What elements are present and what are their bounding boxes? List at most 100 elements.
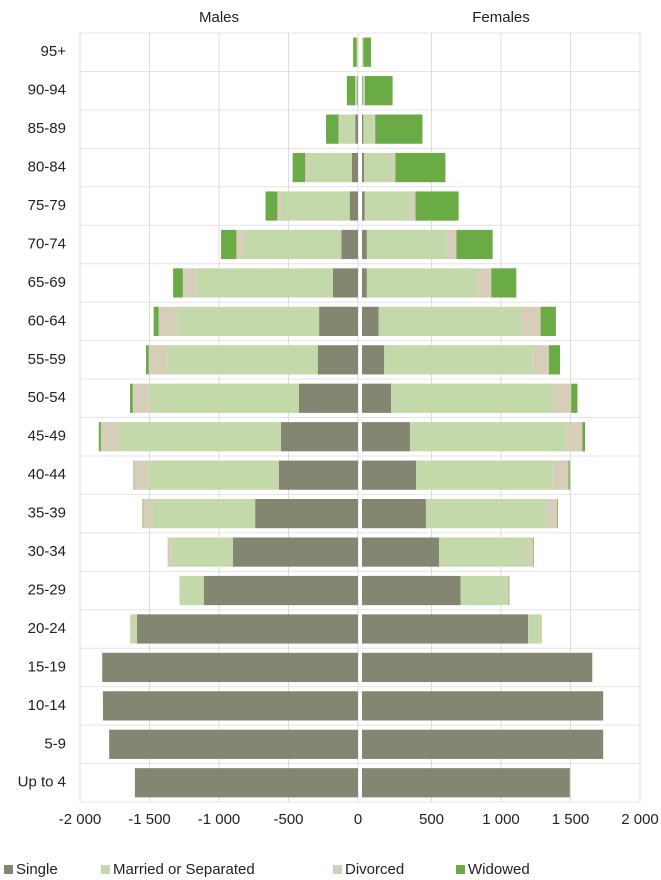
y-tick-label: 10-14 — [28, 697, 66, 714]
x-tick-label: 2 000 — [621, 811, 659, 828]
bar-segment — [338, 114, 340, 144]
bar-segment — [292, 152, 306, 183]
bar-segment — [133, 460, 135, 490]
bar-segment — [152, 499, 256, 529]
bar-segment — [158, 306, 178, 336]
bar-segment — [384, 345, 533, 375]
legend-swatch — [333, 865, 342, 874]
bar-segment — [167, 537, 172, 567]
bar-segment — [362, 76, 363, 106]
bar-segment — [552, 460, 569, 490]
y-tick-label: 45-49 — [28, 428, 66, 445]
bar-segment — [409, 422, 566, 452]
y-tick-label: 60-64 — [28, 312, 66, 329]
bar-segment — [355, 76, 356, 106]
bar-segment — [167, 345, 318, 375]
bar-segment — [392, 152, 396, 183]
bar-segment — [532, 537, 534, 567]
bar-segment — [362, 691, 604, 721]
bar-segment — [182, 268, 197, 298]
legend-label: Widowed — [468, 861, 530, 878]
bar-segment — [565, 422, 583, 452]
bar-segment — [362, 614, 529, 644]
bar-segment — [362, 575, 461, 606]
bar-segment — [356, 37, 358, 67]
bar-segment — [364, 76, 365, 106]
bar-segment — [582, 422, 586, 452]
bar-segment — [541, 614, 543, 644]
bar-segment — [364, 152, 393, 183]
bar-segment — [362, 152, 365, 183]
bar-segment — [528, 614, 542, 644]
bar-segment — [143, 499, 153, 529]
bar-segment — [362, 422, 410, 452]
bar-segment — [280, 422, 358, 452]
bar-segment — [346, 76, 356, 106]
y-tick-label: 15-19 — [28, 658, 66, 675]
bar-segment — [98, 422, 101, 452]
bar-segment — [363, 114, 374, 144]
bar-segment — [136, 614, 358, 644]
x-tick-label: -2 000 — [59, 811, 102, 828]
bar-segment — [319, 306, 358, 336]
bar-segment — [475, 268, 492, 298]
bar-segment — [373, 114, 376, 144]
bar-segment — [364, 76, 393, 106]
bar-segment — [362, 729, 604, 759]
bar-segment — [221, 229, 237, 260]
bar-segment — [416, 460, 553, 490]
bar-segment — [134, 460, 149, 490]
panel-title: Males — [199, 9, 239, 26]
bar-segment — [236, 229, 245, 260]
bar-segment — [203, 575, 358, 606]
x-tick-label: -1 500 — [128, 811, 171, 828]
bar-segment — [130, 383, 133, 413]
bar-segment — [332, 268, 358, 298]
bar-segment — [362, 460, 417, 490]
bar-segment — [326, 114, 339, 144]
bar-segment — [100, 422, 120, 452]
bar-segment — [179, 575, 181, 606]
bar-segment — [362, 768, 570, 798]
y-tick-label: 85-89 — [28, 120, 66, 137]
bar-segment — [546, 499, 558, 529]
bar-segment — [173, 268, 183, 298]
bar-segment — [362, 499, 426, 529]
bar-segment — [357, 37, 358, 67]
y-tick-label: 50-54 — [28, 389, 66, 406]
legend-label: Divorced — [345, 861, 404, 878]
bar-segment — [456, 229, 493, 260]
bar-segment — [298, 383, 358, 413]
x-tick-label: 500 — [419, 811, 444, 828]
bar-segment — [592, 652, 593, 683]
y-tick-label: 35-39 — [28, 505, 66, 522]
bar-segment — [146, 345, 149, 375]
y-tick-label: 20-24 — [28, 620, 66, 637]
bar-segment — [353, 37, 357, 67]
bar-segment — [232, 537, 358, 567]
bar-segment — [102, 691, 358, 721]
bar-segment — [362, 537, 440, 567]
bar-segment — [281, 191, 350, 221]
bar-segment — [317, 345, 358, 375]
bar-segment — [177, 306, 320, 336]
bar-segment — [410, 191, 416, 221]
bar-segment — [526, 537, 533, 567]
bar-segment — [553, 383, 572, 413]
y-tick-label: 25-29 — [28, 581, 66, 598]
bar-segment — [307, 152, 352, 183]
y-tick-label: 75-79 — [28, 197, 66, 214]
bar-segment — [548, 345, 561, 375]
bar-segment — [148, 383, 299, 413]
bar-segment — [130, 614, 131, 644]
bar-segment — [130, 614, 137, 644]
bar-segment — [255, 499, 358, 529]
bar-segment — [362, 76, 365, 106]
bar-segment — [415, 191, 459, 221]
bar-segment — [446, 229, 457, 260]
bar-segment — [362, 306, 379, 336]
bar-segment — [153, 306, 159, 336]
x-tick-label: 1 000 — [482, 811, 520, 828]
bar-segment — [132, 383, 149, 413]
bar-segment — [508, 575, 510, 606]
